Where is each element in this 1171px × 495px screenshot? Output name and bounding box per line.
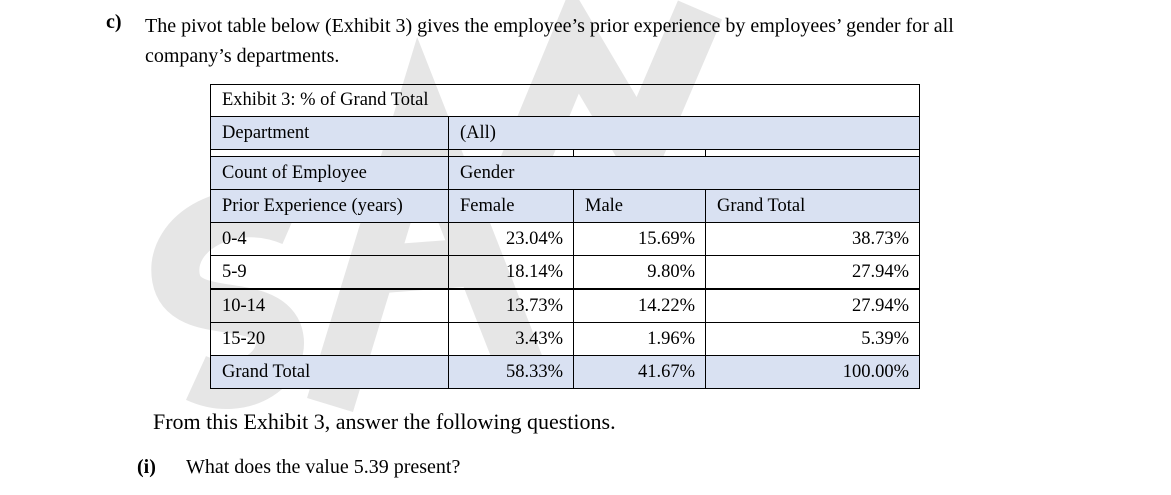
female-value: 58.33% <box>448 356 573 388</box>
female-value: 23.04% <box>448 223 573 255</box>
exhibit-title-row: Exhibit 3: % of Grand Total <box>211 85 919 116</box>
column-field-label: Gender <box>448 157 919 189</box>
filter-label: Department <box>222 122 310 143</box>
table-row: 0-4 23.04% 15.69% 38.73% <box>211 222 919 255</box>
column-header-female: Female <box>448 190 573 222</box>
row-label: 10-14 <box>222 295 266 316</box>
row-label: 0-4 <box>222 228 247 249</box>
male-value: 9.80% <box>573 256 705 288</box>
table-row: 10-14 13.73% 14.22% 27.94% <box>211 288 919 322</box>
header-row: Prior Experience (years) Female Male Gra… <box>211 189 919 222</box>
female-value: 13.73% <box>448 290 573 322</box>
total-value: 27.94% <box>705 290 919 322</box>
table-row: 15-20 3.43% 1.96% 5.39% <box>211 322 919 355</box>
question-label: c) <box>106 11 122 33</box>
male-value: 14.22% <box>573 290 705 322</box>
row-label: Grand Total <box>222 361 311 382</box>
female-value: 3.43% <box>448 323 573 355</box>
total-value: 38.73% <box>705 223 919 255</box>
column-header-grand-total: Grand Total <box>705 190 919 222</box>
column-header-male: Male <box>573 190 705 222</box>
spacer-row <box>211 149 919 156</box>
subquestion-label: (i) <box>137 456 156 478</box>
subquestion-text: What does the value 5.39 present? <box>186 456 461 478</box>
total-value: 5.39% <box>705 323 919 355</box>
male-value: 1.96% <box>573 323 705 355</box>
followup-instruction: From this Exhibit 3, answer the followin… <box>153 409 616 434</box>
male-value: 41.67% <box>573 356 705 388</box>
exhibit-table: Exhibit 3: % of Grand Total Department (… <box>210 84 920 389</box>
table-row: 5-9 18.14% 9.80% 27.94% <box>211 255 919 288</box>
grand-total-row: Grand Total 58.33% 41.67% 100.00% <box>211 355 919 388</box>
male-value: 15.69% <box>573 223 705 255</box>
row-field-label: Prior Experience (years) <box>222 195 403 216</box>
measure-label: Count of Employee <box>222 162 367 183</box>
row-label: 15-20 <box>222 328 266 349</box>
filter-value: (All) <box>448 117 919 149</box>
female-value: 18.14% <box>448 256 573 288</box>
row-label: 5-9 <box>222 261 247 282</box>
exhibit-title: Exhibit 3: % of Grand Total <box>222 90 429 110</box>
measure-row: Count of Employee Gender <box>211 156 919 189</box>
filter-row: Department (All) <box>211 116 919 149</box>
total-value: 27.94% <box>705 256 919 288</box>
question-text: The pivot table below (Exhibit 3) gives … <box>145 15 954 67</box>
total-value: 100.00% <box>705 356 919 388</box>
